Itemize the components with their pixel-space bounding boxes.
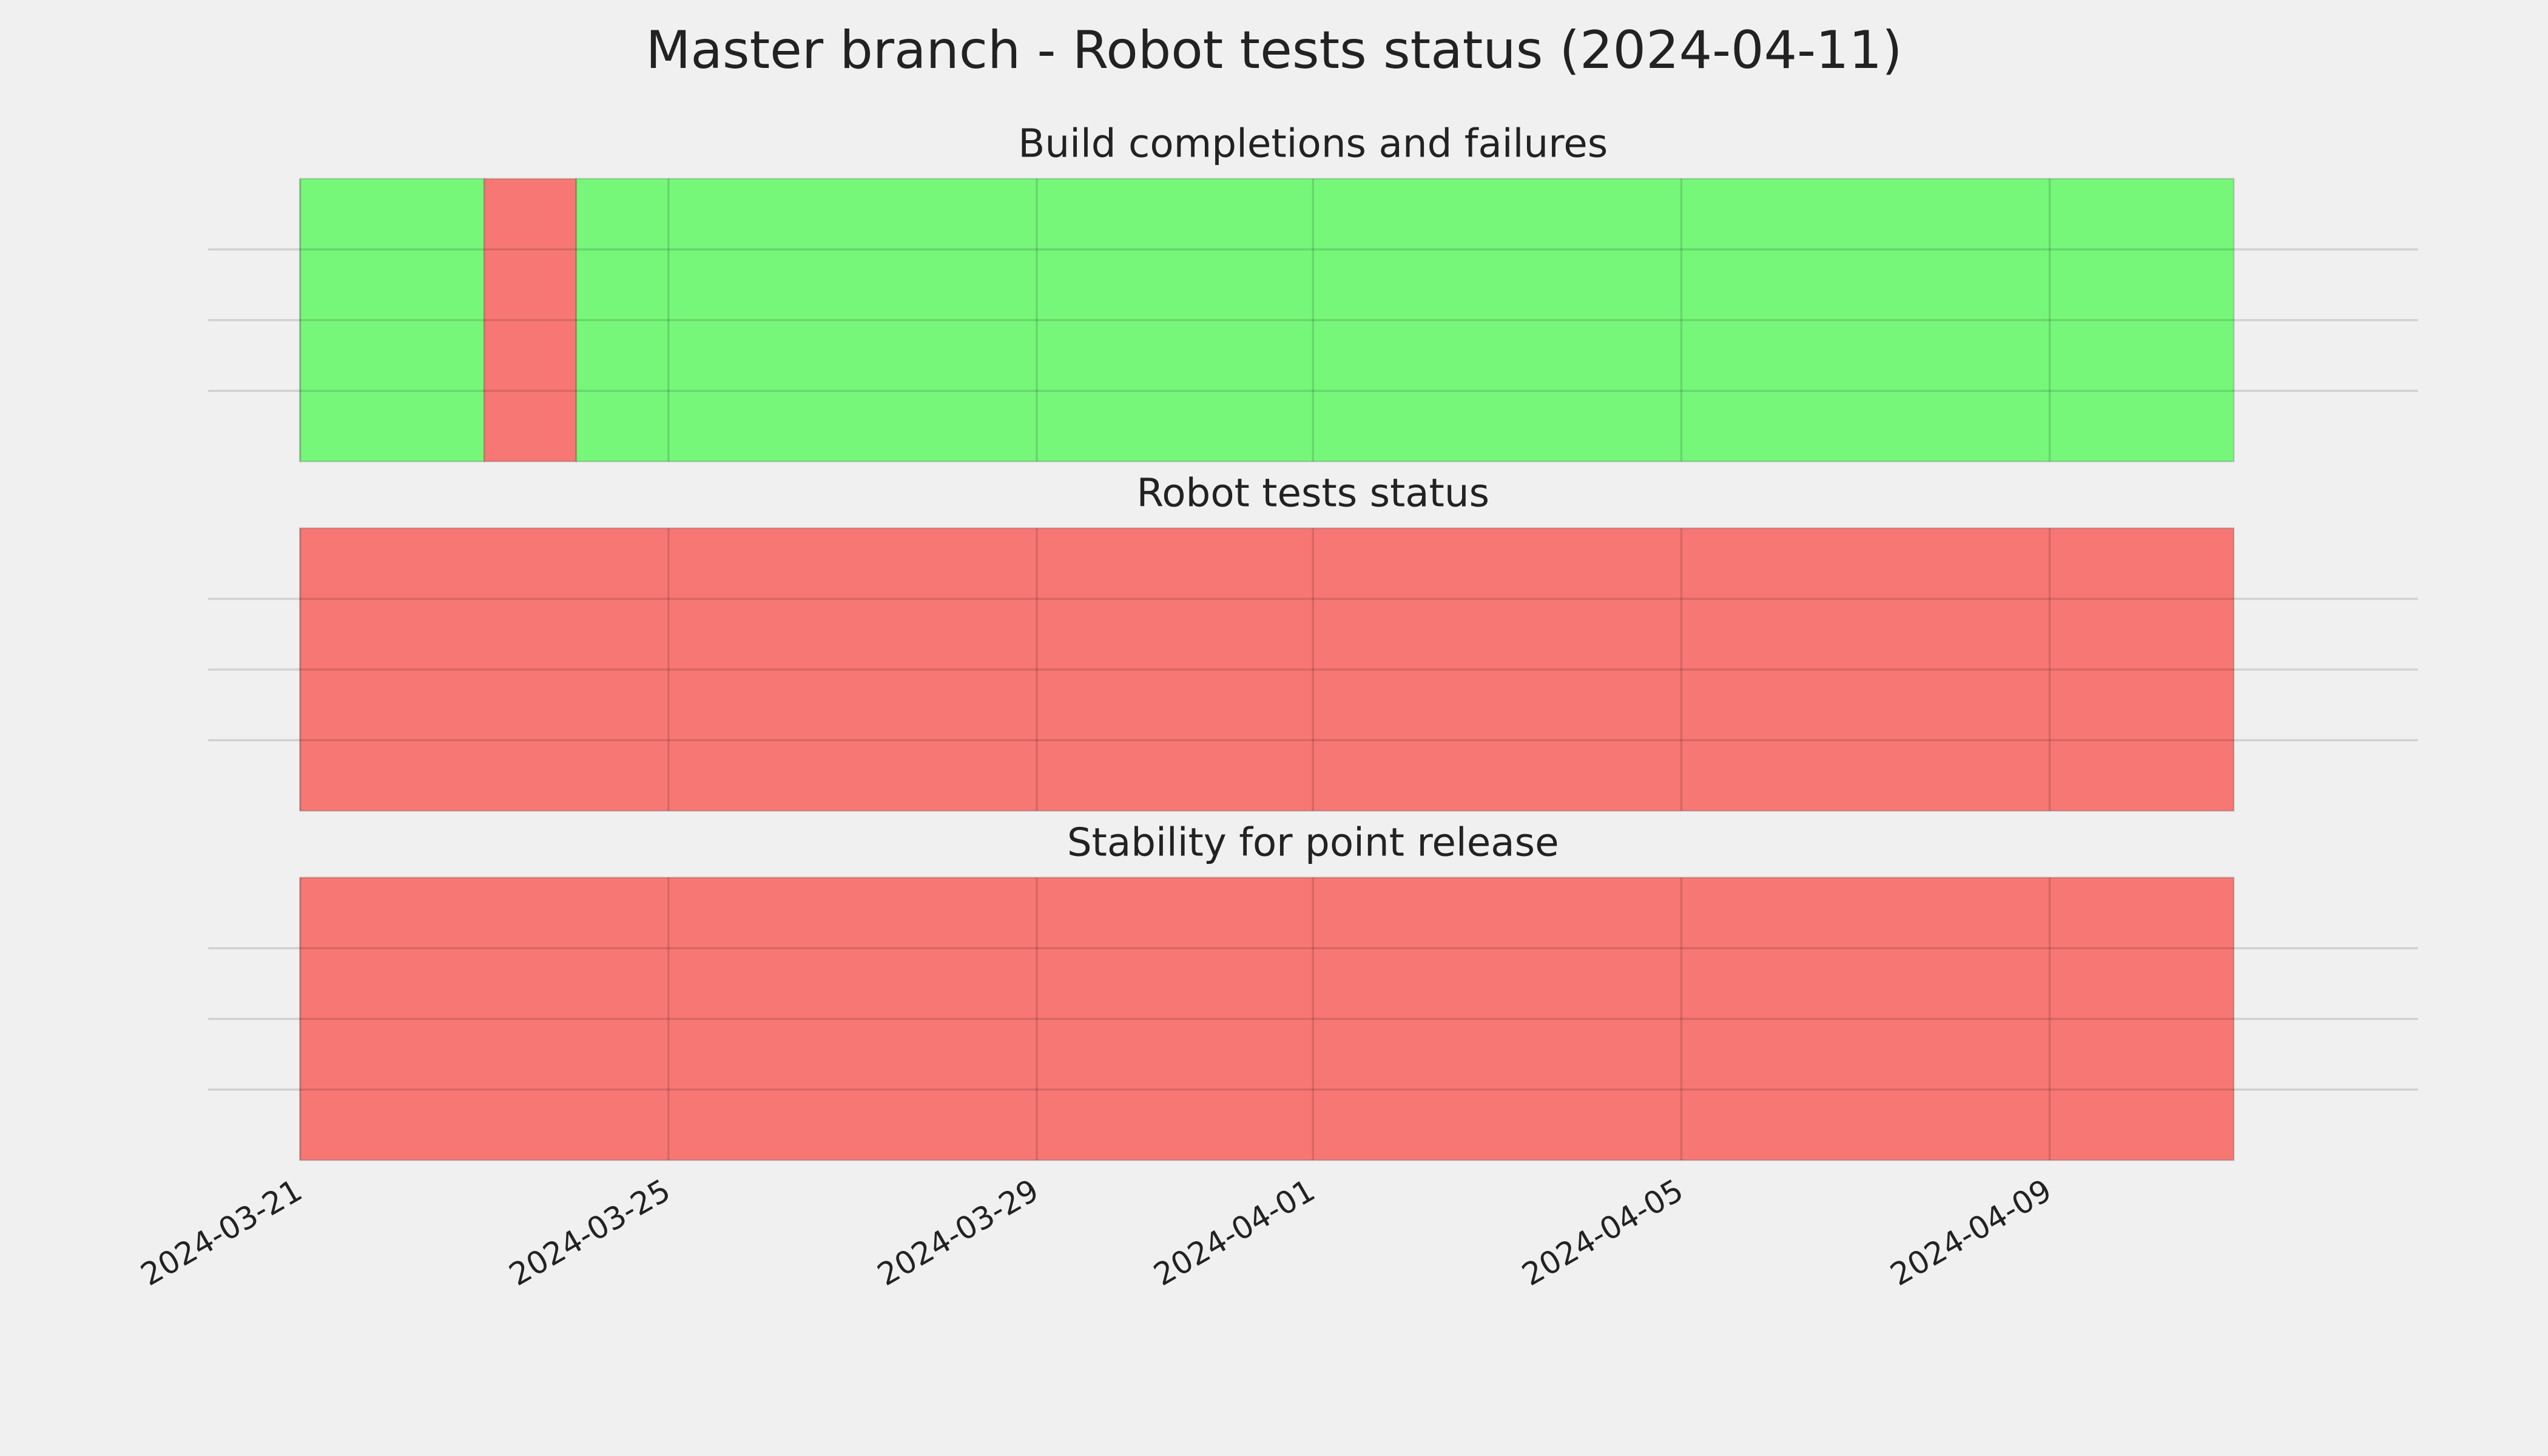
chart-title: Master branch - Robot tests status (2024… bbox=[645, 20, 1902, 81]
status-span bbox=[299, 527, 2235, 812]
panel-title: Build completions and failures bbox=[1018, 121, 1608, 167]
status-span bbox=[299, 178, 485, 463]
panel-title: Stability for point release bbox=[1067, 820, 1559, 865]
status-span bbox=[483, 178, 578, 463]
panel-title: Robot tests status bbox=[1136, 471, 1489, 516]
status-span bbox=[575, 178, 2235, 463]
status-span bbox=[299, 877, 2235, 1161]
